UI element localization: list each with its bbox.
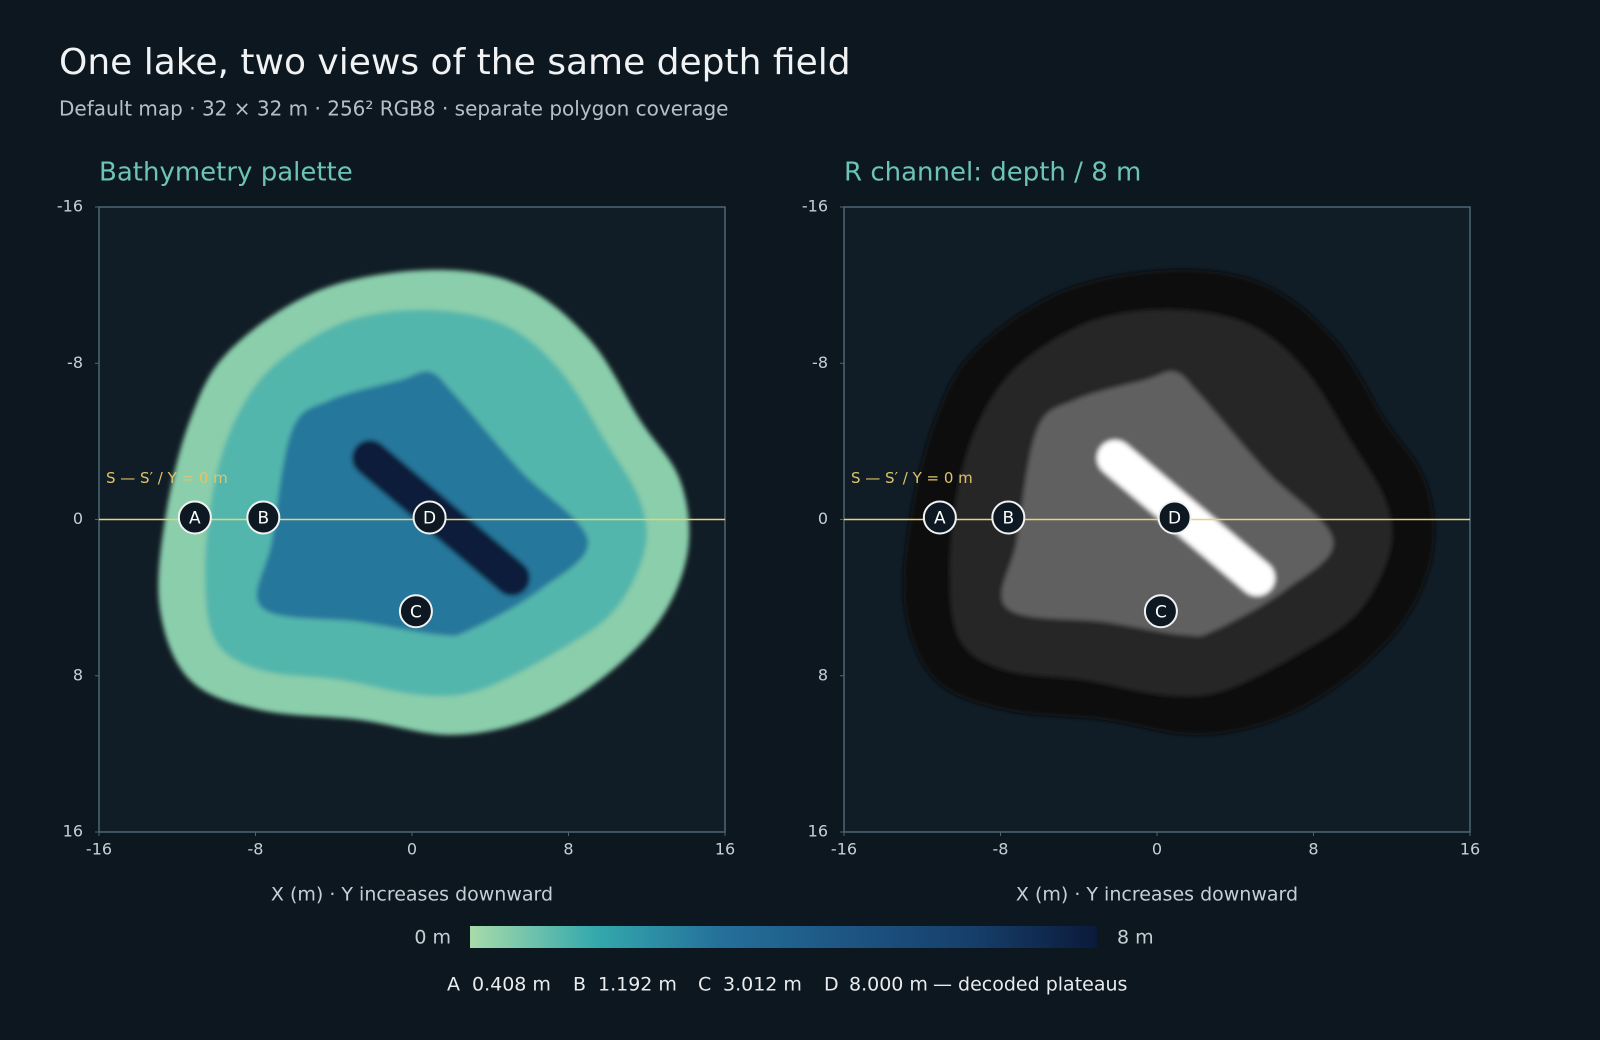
page-title: One lake, two views of the same depth fi… — [59, 42, 851, 83]
legend-value: 8.000 m — [849, 974, 928, 996]
colorbar — [470, 926, 1097, 948]
marker — [1157, 500, 1192, 535]
y-tick-label: 0 — [73, 509, 83, 528]
y-tick-label: 0 — [818, 509, 828, 528]
legend-note: — decoded plateaus — [933, 974, 1127, 996]
marker-label: C — [1155, 602, 1167, 622]
marker — [177, 500, 212, 535]
y-tick-label: 8 — [818, 665, 828, 684]
y-tick-label: -8 — [812, 353, 828, 372]
x-tick-label: 0 — [1152, 840, 1162, 859]
x-tick-label: -16 — [831, 840, 857, 859]
marker-label: D — [1168, 509, 1181, 529]
x-tick-label: 8 — [1308, 840, 1318, 859]
colorbar-max-label: 8 m — [1117, 927, 1154, 949]
legend-key: D — [824, 974, 839, 996]
x-tick-label: -16 — [86, 840, 112, 859]
x-axis-label: X (m) · Y increases downward — [1016, 884, 1298, 906]
y-tick-label: 16 — [63, 822, 83, 841]
y-tick-label: -16 — [802, 197, 828, 216]
legend-value: 3.012 m — [723, 974, 802, 996]
x-tick-label: 8 — [563, 840, 573, 859]
legend-value: 1.192 m — [598, 974, 677, 996]
marker — [398, 594, 433, 629]
x-tick-label: 16 — [1460, 840, 1480, 859]
x-tick-label: -8 — [248, 840, 264, 859]
legend-value: 0.408 m — [472, 974, 551, 996]
legend-key: A — [447, 974, 460, 996]
section-label: S — S′ / Y = 0 m — [106, 469, 228, 487]
x-axis-label: X (m) · Y increases downward — [271, 884, 553, 906]
marker — [246, 500, 281, 535]
colorbar-min-label: 0 m — [414, 927, 451, 949]
y-tick-label: 8 — [73, 665, 83, 684]
marker-label: A — [934, 509, 946, 529]
marker-label: B — [1002, 509, 1014, 529]
legend-key: B — [573, 974, 586, 996]
marker — [991, 500, 1026, 535]
y-tick-label: -16 — [57, 197, 83, 216]
x-tick-label: -8 — [993, 840, 1009, 859]
marker-label: A — [189, 509, 201, 529]
marker — [922, 500, 957, 535]
marker-label: C — [410, 602, 422, 622]
panel-title: Bathymetry palette — [99, 158, 353, 188]
marker-label: B — [257, 509, 269, 529]
section-label: S — S′ / Y = 0 m — [851, 469, 973, 487]
y-tick-label: -8 — [67, 353, 83, 372]
panel-title: R channel: depth / 8 m — [844, 158, 1141, 188]
marker-label: D — [423, 509, 436, 529]
x-tick-label: 0 — [407, 840, 417, 859]
y-tick-label: 16 — [808, 822, 828, 841]
marker — [1143, 594, 1178, 629]
x-tick-label: 16 — [715, 840, 735, 859]
page-subtitle: Default map · 32 × 32 m · 256² RGB8 · se… — [59, 97, 728, 121]
marker — [412, 500, 447, 535]
legend-key: C — [698, 974, 711, 996]
